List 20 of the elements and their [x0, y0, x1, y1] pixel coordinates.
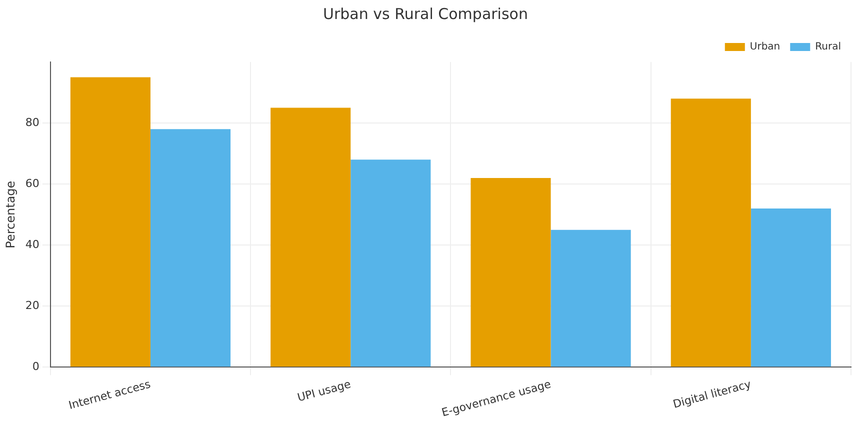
bar	[270, 108, 351, 367]
y-tick-label: 0	[32, 360, 40, 374]
bar	[70, 77, 150, 367]
chart-title: Urban vs Rural Comparison	[323, 4, 528, 23]
y-tick-label: 20	[25, 298, 40, 312]
y-tick-label: 60	[25, 176, 40, 190]
legend-label: Rural	[815, 42, 842, 53]
y-tick-label: 80	[25, 116, 40, 129]
bar	[150, 129, 231, 367]
bar	[750, 208, 831, 367]
x-tick-label: Digital literacy	[672, 378, 753, 411]
x-tick-label: UPI usage	[296, 378, 352, 404]
y-axis-title: Percentage	[3, 180, 18, 248]
legend-label: Urban	[750, 42, 780, 53]
bar	[350, 160, 431, 367]
bar	[550, 230, 631, 367]
bar	[470, 178, 551, 367]
x-tick-label: Internet access	[67, 378, 152, 412]
y-tick-label: 40	[25, 238, 40, 251]
bar	[670, 98, 751, 367]
